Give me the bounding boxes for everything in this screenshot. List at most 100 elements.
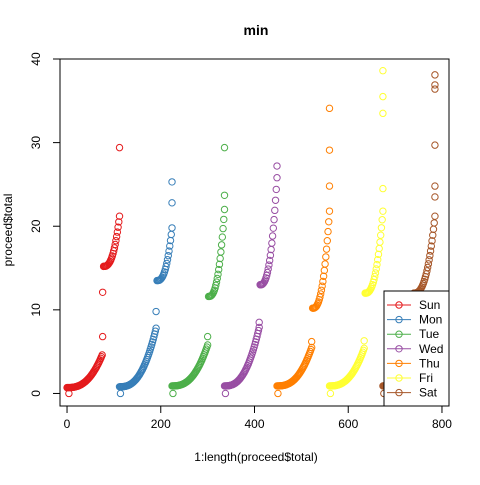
- y-tick-label: 20: [29, 219, 43, 233]
- data-point: [255, 318, 263, 327]
- data-point: [220, 191, 229, 199]
- data-point: [319, 277, 327, 286]
- data-point: [220, 205, 229, 214]
- x-tick-label: 0: [64, 417, 71, 431]
- data-point: [326, 389, 335, 398]
- data-point: [270, 215, 278, 224]
- legend-marker: [395, 374, 403, 382]
- y-tick-label: 10: [29, 303, 43, 317]
- data-point: [98, 351, 106, 359]
- data-point: [379, 207, 387, 215]
- data-point: [217, 241, 226, 249]
- data-point: [426, 247, 435, 255]
- data-point: [376, 231, 385, 239]
- data-point: [220, 215, 228, 224]
- legend-marker: [395, 345, 403, 353]
- legend-marker: [395, 359, 403, 368]
- legend-marker: [395, 315, 403, 324]
- data-point: [370, 275, 378, 284]
- data-point: [163, 256, 172, 264]
- data-point: [426, 251, 434, 260]
- data-point: [373, 260, 381, 269]
- data-point: [114, 223, 122, 231]
- data-point: [269, 224, 278, 232]
- data-point: [325, 218, 333, 226]
- data-point: [360, 344, 368, 353]
- data-point: [379, 67, 387, 75]
- data-point: [324, 227, 332, 236]
- data-point: [423, 263, 432, 272]
- y-tick-label: 0: [29, 390, 43, 397]
- legend-label: Tue: [419, 327, 440, 341]
- data-point: [151, 327, 160, 335]
- data-point: [268, 239, 276, 247]
- data-point: [168, 224, 176, 232]
- data-point: [203, 332, 212, 341]
- data-point: [377, 224, 386, 232]
- data-point: [379, 92, 387, 101]
- series-thu: [273, 104, 334, 398]
- data-point: [273, 162, 281, 170]
- data-point: [116, 389, 125, 398]
- data-point: [221, 389, 230, 398]
- legend-item-fri: Fri: [387, 371, 433, 385]
- legend-item-sat: Sat: [387, 386, 438, 400]
- data-point: [203, 341, 212, 349]
- data-point: [316, 290, 325, 298]
- data-point: [98, 332, 107, 341]
- data-point: [325, 207, 334, 215]
- legend-item-thu: Thu: [387, 356, 440, 370]
- data-point: [360, 337, 368, 345]
- x-tick-label: 400: [244, 417, 264, 431]
- data-point: [215, 265, 223, 274]
- data-point: [322, 253, 330, 261]
- data-point: [316, 293, 324, 301]
- y-tick-label: 30: [29, 136, 43, 150]
- legend-item-tue: Tue: [387, 327, 440, 341]
- data-point: [220, 143, 229, 152]
- legend-item-mon: Mon: [387, 313, 442, 327]
- data-point: [376, 238, 384, 246]
- data-point: [318, 282, 326, 290]
- data-point: [274, 389, 282, 398]
- data-point: [271, 206, 279, 215]
- data-point: [379, 184, 387, 193]
- data-point: [431, 212, 439, 220]
- data-point: [431, 81, 439, 89]
- y-axis: 0 10 20 30 40: [29, 52, 61, 397]
- data-point: [264, 265, 272, 273]
- legend-label: Wed: [419, 342, 443, 356]
- data-point: [423, 267, 431, 275]
- data-point: [65, 389, 73, 398]
- points-layer: [63, 67, 439, 398]
- legend-item-sun: Sun: [387, 298, 440, 312]
- data-point: [98, 288, 107, 296]
- data-point: [254, 326, 263, 335]
- data-point: [212, 281, 220, 289]
- data-point: [115, 143, 124, 152]
- y-tick-label: 40: [29, 52, 43, 66]
- data-point: [110, 244, 119, 252]
- data-point: [165, 247, 173, 255]
- data-point: [162, 262, 170, 271]
- data-point: [213, 274, 221, 283]
- chart-title: min: [244, 22, 269, 38]
- data-point: [112, 237, 120, 245]
- data-point: [431, 193, 439, 201]
- data-point: [424, 260, 433, 268]
- data-point: [273, 174, 281, 182]
- data-point: [111, 240, 119, 249]
- data-point: [150, 333, 158, 341]
- data-point: [219, 224, 227, 233]
- legend-label: Mon: [419, 313, 442, 327]
- data-point: [268, 232, 277, 240]
- data-point: [212, 278, 221, 286]
- data-point: [271, 196, 280, 204]
- data-point: [325, 182, 334, 190]
- data-point: [325, 146, 334, 154]
- legend-marker: [395, 301, 403, 309]
